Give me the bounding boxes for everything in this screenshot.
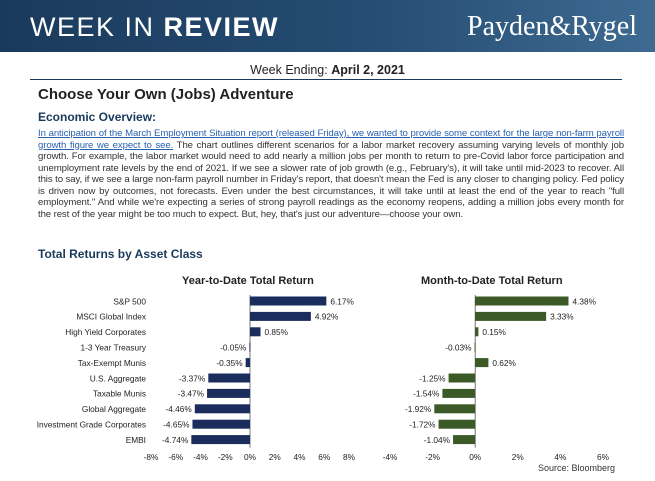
newsletter-title: WEEK IN REVIEW [30, 12, 279, 43]
overview-paragraph: In anticipation of the March Employment … [38, 128, 624, 220]
category-label: Global Aggregate [82, 404, 147, 414]
ytd-value-label: -3.37% [179, 373, 206, 383]
ytd-tick-label: 2% [269, 452, 282, 462]
mtd-value-label: -1.92% [405, 404, 432, 414]
week-ending-label: Week Ending: [250, 63, 328, 77]
mtd-tick-label: -4% [383, 452, 398, 462]
title-bold: REVIEW [163, 12, 280, 42]
ytd-value-label: -0.05% [220, 343, 247, 353]
mtd-tick-label: 4% [554, 452, 567, 462]
ytd-tick-label: 4% [294, 452, 307, 462]
category-label: MSCI Global Index [76, 312, 146, 322]
category-label: 1-3 Year Treasury [81, 343, 147, 353]
mtd-tick-label: 0% [469, 452, 482, 462]
ytd-tick-label: -6% [168, 452, 183, 462]
source-note: Source: Bloomberg [537, 463, 615, 473]
category-label: High Yield Corporates [65, 327, 146, 337]
mtd-value-label: 3.33% [550, 312, 574, 322]
ytd-tick-label: -8% [144, 452, 159, 462]
ytd-bar [250, 311, 311, 321]
mtd-bar [442, 388, 476, 398]
ytd-bar [245, 358, 250, 368]
returns-heading: Total Returns by Asset Class [38, 247, 203, 261]
company-logo: Payden&Rygel [467, 11, 637, 42]
title-light: WEEK IN [30, 12, 164, 42]
mtd-value-label: -0.03% [445, 343, 472, 353]
category-label: Tax-Exempt Munis [78, 358, 146, 368]
mtd-bar [475, 296, 569, 306]
ytd-tick-label: 0% [244, 452, 257, 462]
ytd-bar [191, 435, 250, 445]
mtd-value-label: 0.15% [482, 327, 506, 337]
overview-link[interactable]: In anticipation of the March Employment … [38, 128, 624, 151]
ytd-value-label: -4.46% [166, 404, 193, 414]
ytd-tick-label: -2% [218, 452, 233, 462]
ytd-value-label: 6.17% [330, 296, 354, 306]
mtd-value-label: -1.54% [413, 389, 440, 399]
category-label: Taxable Munis [93, 389, 146, 399]
mtd-tick-label: 2% [512, 452, 525, 462]
mtd-bar [448, 373, 476, 383]
overview-heading: Economic Overview: [38, 110, 157, 124]
ytd-tick-label: 8% [343, 452, 356, 462]
mtd-tick-label: -2% [425, 452, 440, 462]
category-label: U.S. Aggregate [90, 373, 147, 383]
ytd-bar [249, 342, 251, 352]
ytd-bar [250, 296, 327, 306]
mtd-bar [475, 311, 547, 321]
category-label: Investment Grade Corporates [37, 420, 146, 430]
divider [30, 79, 622, 80]
mtd-value-label: 4.38% [572, 296, 596, 306]
mtd-value-label: -1.25% [419, 373, 446, 383]
ytd-value-label: -4.65% [163, 420, 190, 430]
mtd-value-label: -1.72% [409, 420, 436, 430]
header-banner: WEEK IN REVIEW Payden&Rygel [0, 0, 655, 52]
ytd-bar [207, 388, 250, 398]
ytd-tick-label: -4% [193, 452, 208, 462]
ytd-value-label: -0.35% [216, 358, 243, 368]
ytd-bar [192, 419, 250, 429]
category-label: S&P 500 [113, 296, 146, 306]
ytd-bar [194, 404, 250, 414]
ytd-bar [208, 373, 250, 383]
section-title: Choose Your Own (Jobs) Adventure [38, 86, 294, 103]
mtd-bar [434, 404, 476, 414]
ytd-value-label: -3.47% [178, 389, 205, 399]
mtd-bar [438, 419, 476, 429]
ytd-value-label: 4.92% [315, 312, 339, 322]
overview-text: The chart outlines different scenarios f… [38, 139, 625, 220]
week-ending-date: April 2, 2021 [331, 63, 405, 77]
mtd-chart-title: Month-to-Date Total Return [421, 275, 563, 287]
ytd-value-label: -4.74% [162, 435, 189, 445]
mtd-bar [474, 342, 476, 352]
ytd-chart-title: Year-to-Date Total Return [182, 275, 314, 287]
mtd-tick-label: 6% [597, 452, 610, 462]
mtd-bar [453, 435, 476, 445]
ytd-bar [250, 327, 261, 337]
mtd-bar [475, 327, 479, 337]
ytd-tick-label: 6% [318, 452, 331, 462]
mtd-bar [475, 358, 489, 368]
ytd-value-label: 0.85% [265, 327, 289, 337]
category-label: EMBI [126, 435, 146, 445]
mtd-value-label: -1.04% [424, 435, 451, 445]
mtd-value-label: 0.62% [492, 358, 516, 368]
week-ending: Week Ending: April 2, 2021 [0, 63, 655, 77]
